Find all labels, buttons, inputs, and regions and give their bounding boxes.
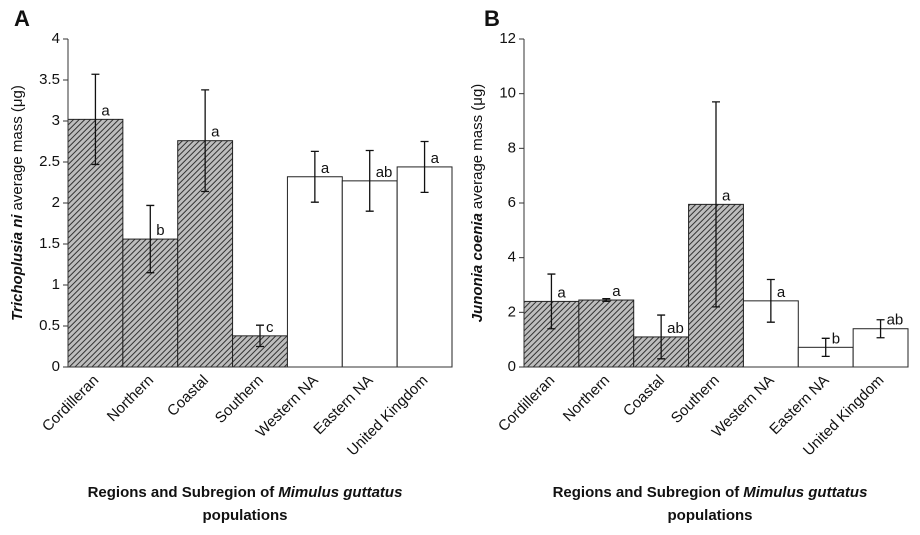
panel-label: A [14, 6, 30, 31]
bar [396, 166, 453, 368]
y-axis-title-rest: average mass (μg) [469, 84, 486, 209]
y-tick-label: 6 [508, 194, 516, 211]
y-tick-label: 3 [52, 112, 60, 129]
y-tick-label: 8 [508, 139, 516, 156]
x-tick-label: Cordilleran [39, 372, 102, 435]
y-axis-title: Junonia coenia average mass (μg) [469, 84, 486, 323]
x-tick-label: Southern [212, 372, 267, 427]
y-axis-title: Trichoplusia ni average mass (μg) [9, 85, 26, 321]
x-tick-label: Northern [104, 372, 157, 425]
x-axis-title: Regions and Subregion of Mimulus guttatus [553, 484, 868, 501]
x-tick-label: Coastal [164, 372, 212, 420]
error-bar [310, 150, 319, 203]
data-label: a [431, 150, 440, 167]
data-label: a [211, 124, 220, 141]
error-bar [821, 337, 830, 357]
data-label: a [101, 102, 110, 119]
error-bar [146, 204, 155, 274]
y-tick-label: 3.5 [39, 71, 60, 88]
x-axis-title-end: populations [203, 507, 288, 524]
error-bar [420, 140, 429, 193]
x-axis-title-species: Mimulus guttatus [743, 484, 867, 501]
data-label: a [321, 160, 330, 177]
bar [341, 180, 398, 368]
data-label: b [832, 330, 840, 347]
data-label: a [777, 284, 786, 301]
data-label: b [156, 222, 164, 239]
y-tick-label: 10 [499, 85, 516, 102]
x-tick-label: Cordilleran [495, 372, 558, 435]
data-label: a [557, 284, 566, 301]
error-bar [256, 324, 264, 348]
error-bar [91, 73, 100, 166]
data-label: ab [667, 320, 684, 337]
x-axis-title-species: Mimulus guttatus [278, 484, 402, 501]
data-label: c [266, 319, 274, 336]
y-tick-label: 0 [52, 358, 60, 375]
y-tick-label: 2 [52, 194, 60, 211]
y-tick-label: 0.5 [39, 317, 60, 334]
x-axis-title: Regions and Subregion of Mimulus guttatus [88, 484, 403, 501]
y-tick-label: 1 [52, 276, 60, 293]
x-tick-label: Southern [668, 372, 723, 427]
data-label: ab [376, 164, 393, 181]
y-tick-label: 1.5 [39, 235, 60, 252]
y-axis-title-species: Junonia coenia [469, 213, 486, 322]
x-axis-title-start: Regions and Subregion of [553, 484, 741, 501]
y-tick-label: 4 [52, 30, 60, 47]
data-label: a [612, 283, 621, 300]
y-tick-label: 4 [508, 249, 516, 266]
error-bar [766, 278, 775, 323]
y-tick-label: 12 [499, 30, 516, 47]
panel-label: B [484, 6, 500, 31]
y-tick-label: 0 [508, 358, 516, 375]
bar [286, 176, 343, 368]
error-bar [365, 149, 374, 212]
data-label: ab [887, 312, 904, 329]
error-bar [657, 314, 666, 360]
y-axis-title-species: Trichoplusia ni [9, 214, 26, 321]
x-tick-label: Coastal [620, 372, 668, 420]
y-tick-label: 2 [508, 303, 516, 320]
y-tick-label: 2.5 [39, 153, 60, 170]
error-bar [712, 101, 720, 308]
y-axis-title-rest: average mass (μg) [9, 85, 26, 210]
error-bar [547, 273, 556, 330]
data-label: a [722, 187, 731, 204]
error-bar [602, 298, 611, 303]
x-axis-title-start: Regions and Subregion of [88, 484, 276, 501]
x-tick-label: Northern [560, 372, 613, 425]
bar [578, 299, 635, 368]
error-bar [876, 319, 885, 339]
x-axis-title-end: populations [668, 507, 753, 524]
error-bar [201, 89, 210, 193]
